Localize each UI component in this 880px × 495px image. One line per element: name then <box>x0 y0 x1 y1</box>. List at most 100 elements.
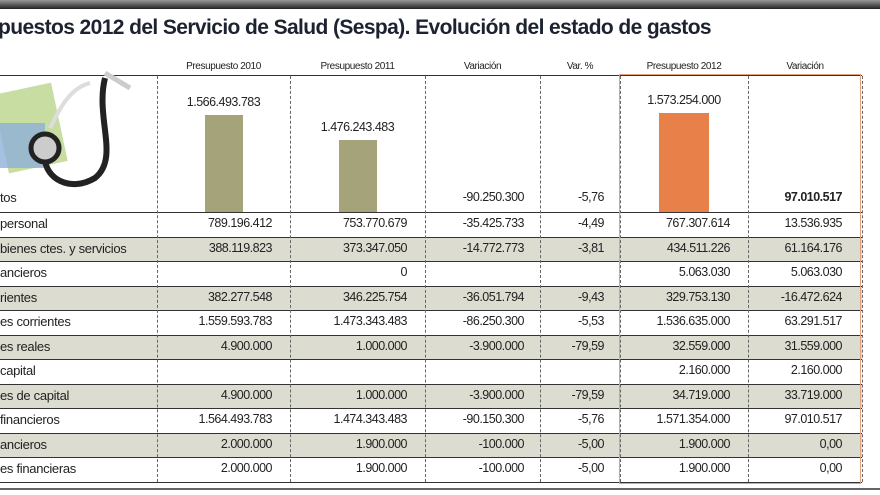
total-cell: -90.250.300 <box>462 190 525 204</box>
top-rule <box>0 0 880 9</box>
row-divider <box>0 359 862 360</box>
table-cell: 2.000.000 <box>220 436 273 451</box>
table-cell: 31.559.000 <box>784 338 842 353</box>
row-label: es reales <box>0 338 51 354</box>
table-cell: 5.063.030 <box>790 265 843 279</box>
bar-presupuesto-2012 <box>659 113 709 212</box>
header-rule <box>0 75 862 76</box>
table-cell: 61.164.176 <box>784 240 842 255</box>
table-cell: 753.770.679 <box>342 216 408 230</box>
row-divider <box>0 212 862 213</box>
table-row: ancieros 2.000.000 1.900.000 -100.000 -5,00 1… <box>0 432 862 457</box>
table-cell: 1.000.000 <box>355 387 408 402</box>
row-divider <box>0 310 862 311</box>
table-cell: -5,00 <box>578 461 605 475</box>
table-cell: -14.772.773 <box>462 240 525 255</box>
column-divider <box>290 76 291 482</box>
table-cell: 2.000.000 <box>220 461 273 475</box>
table-cell: 382.277.548 <box>207 289 273 304</box>
column-divider <box>540 76 541 482</box>
table-cell: 33.719.000 <box>784 387 842 402</box>
table-cell: 1.000.000 <box>355 338 408 353</box>
row-label: bienes ctes. y servicios <box>0 240 127 256</box>
row-divider <box>0 432 862 434</box>
table-cell: 1.900.000 <box>355 436 408 451</box>
bar-value-label: 1.573.254.000 <box>647 93 721 108</box>
table-cell: 1.900.000 <box>678 461 731 475</box>
row-divider <box>0 261 862 262</box>
row-label: es financieras <box>0 461 77 476</box>
table-cell: 5.063.030 <box>678 265 731 279</box>
table-row: es corrientes 1.559.593.783 1.473.343.483 -… <box>0 310 862 334</box>
table-cell: 0,00 <box>819 436 843 451</box>
table-row: es de capital 4.900.000 1.000.000 -3.900.00… <box>0 383 862 408</box>
table-cell: 2.160.000 <box>678 363 731 377</box>
table-cell: 97.010.517 <box>784 412 842 426</box>
table-row: financieros 1.564.493.783 1.474.343.483 -90… <box>0 408 862 432</box>
table-cell: 1.900.000 <box>678 436 731 451</box>
table-cell: -3.900.000 <box>469 387 524 402</box>
column-header: Presupuesto 2012 <box>646 61 722 72</box>
table-cell: 1.564.493.783 <box>198 412 273 426</box>
table-cell: 1.473.343.483 <box>333 314 408 328</box>
column-divider <box>748 76 749 482</box>
bar-value-label: 1.566.493.783 <box>186 94 261 109</box>
row-label: ancieros <box>0 436 47 452</box>
total-cell: -5,76 <box>578 190 605 204</box>
column-header: Presupuesto 2010 <box>186 61 261 72</box>
row-label: ancieros <box>0 265 47 280</box>
table-row: bienes ctes. y servicios 388.119.823 373.3… <box>0 236 862 261</box>
table-row: personal 789.196.412 753.770.679 -35.425.73… <box>0 212 862 236</box>
stethoscope-and-money-icon <box>0 70 132 187</box>
bar-presupuesto-2010 <box>204 114 243 212</box>
column-divider <box>157 76 158 482</box>
table-cell: 346.225.754 <box>342 289 408 304</box>
table-cell: -79,59 <box>571 387 605 402</box>
row-label: es de capital <box>0 387 70 403</box>
table-cell: -9,43 <box>578 289 605 304</box>
row-label: personal <box>0 216 48 231</box>
table-cell: 373.347.050 <box>342 240 408 255</box>
table-cell: -79,59 <box>571 338 605 353</box>
row-divider <box>0 285 862 287</box>
table-cell: 34.719.000 <box>672 387 730 402</box>
table-cell: 13.536.935 <box>784 216 842 230</box>
total-row-label: tos <box>0 190 17 205</box>
table-cell: -100.000 <box>478 461 525 475</box>
table-cell: 2.160.000 <box>790 363 843 377</box>
table-cell: -86.250.300 <box>462 314 525 328</box>
bar-value-label: 1.476.243.483 <box>320 120 395 135</box>
table-cell: -90.150.300 <box>462 412 525 426</box>
table-cell: -36.051.794 <box>462 289 525 304</box>
table-cell: 1.559.593.783 <box>198 314 273 328</box>
table-cell: -5,00 <box>578 436 605 451</box>
column-header: Presupuesto 2011 <box>320 61 395 72</box>
table-cell: 434.511.226 <box>666 240 731 255</box>
table-cell: 767.307.614 <box>665 216 731 230</box>
table-cell: -5,76 <box>578 412 605 426</box>
table-cell: 1.536.635.000 <box>656 314 731 328</box>
column-divider <box>862 76 863 482</box>
row-divider <box>0 408 862 409</box>
row-label: capital <box>0 363 36 378</box>
row-label: rientes <box>0 289 37 305</box>
row-divider <box>0 383 862 385</box>
table-row: es financieras 2.000.000 1.900.000 -100.000… <box>0 457 862 481</box>
table-cell: 1.900.000 <box>355 461 408 475</box>
table-cell: 1.571.354.000 <box>656 412 731 426</box>
total-cell: 97.010.517 <box>784 190 842 204</box>
table-cell: 329.753.130 <box>665 289 731 304</box>
row-label: financieros <box>0 412 60 427</box>
table-row: es reales 4.900.000 1.000.000 -3.900.000 -79… <box>0 334 862 359</box>
table-row: ancieros 0 5.063.030 5.063.030 <box>0 261 862 285</box>
table-cell: -3.900.000 <box>469 338 524 353</box>
highlight-2012-box <box>619 74 861 484</box>
row-divider <box>0 334 862 336</box>
table-cell: -4,49 <box>578 216 605 230</box>
table-cell: -16.472.624 <box>780 289 843 304</box>
column-header: Var. % <box>566 61 594 72</box>
table-cell: 0 <box>400 265 408 279</box>
page-title: puestos 2012 del Servicio de Salud (Sesp… <box>0 16 712 39</box>
row-divider <box>0 236 862 238</box>
table-cell: 32.559.000 <box>672 338 730 353</box>
